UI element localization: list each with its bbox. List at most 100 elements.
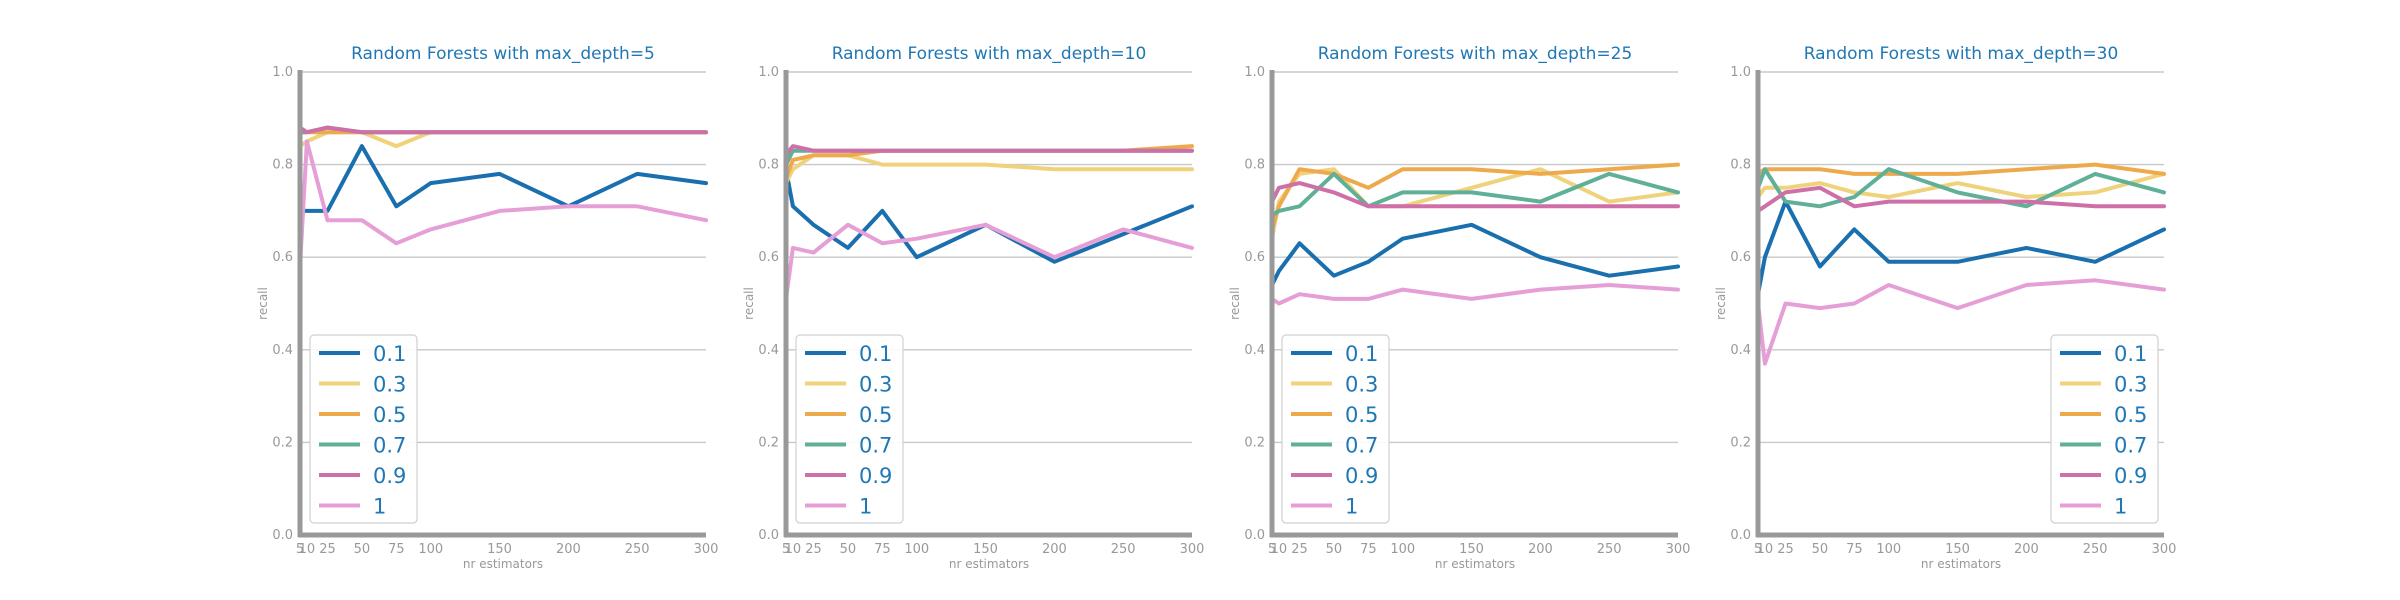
x-tick-label: 5 [782, 542, 790, 557]
y-tick-label: 0.4 [1730, 343, 1751, 358]
legend: 0.1 0.3 0.5 0.7 0.9 1 [309, 334, 418, 524]
x-tick-label: 150 [1945, 542, 1970, 557]
y-tick-label: 0.2 [758, 435, 779, 450]
y-tick-label: 1.0 [1244, 65, 1265, 80]
legend-label: 0.1 [373, 342, 406, 366]
x-tick-label: 100 [904, 542, 929, 557]
legend-label: 0.7 [373, 434, 406, 458]
y-axis-label: recall [256, 287, 270, 320]
x-tick-label: 50 [1812, 542, 1829, 557]
legend: 0.1 0.3 0.5 0.7 0.9 1 [2050, 334, 2159, 524]
y-tick-label: 0.0 [1244, 528, 1265, 543]
chart-panel-4: Random Forests with max_depth=30 0.0 0.2 0.… [1714, 44, 2176, 571]
x-tick-label: 25 [319, 542, 336, 557]
y-tick-label: 0.2 [1244, 435, 1265, 450]
x-tick-label: 10 [1271, 542, 1288, 557]
y-tick-label: 0.8 [1244, 158, 1265, 173]
y-tick-label: 0.2 [1730, 435, 1751, 450]
legend-label: 0.5 [2114, 403, 2147, 427]
x-axis-label: nr estimators [949, 557, 1029, 571]
legend-label: 0.5 [373, 403, 406, 427]
x-tick-label: 150 [1459, 542, 1484, 557]
legend-label: 0.3 [2114, 373, 2147, 397]
x-tick-label: 300 [2152, 542, 2177, 557]
x-tick-label: 100 [1390, 542, 1415, 557]
x-axis-label: nr estimators [463, 557, 543, 571]
x-tick-label: 250 [1597, 542, 1622, 557]
x-tick-label: 100 [418, 542, 443, 557]
y-tick-label: 0.0 [758, 528, 779, 543]
y-tick-label: 0.6 [1244, 250, 1265, 265]
series-line-0-5 [1756, 162, 2166, 176]
x-tick-label: 200 [556, 542, 581, 557]
series-line-0-9 [1756, 185, 2166, 213]
legend-label: 0.7 [2114, 434, 2147, 458]
y-axis-label: recall [1714, 287, 1728, 320]
y-tick-label: 1.0 [272, 65, 293, 80]
series-line-1 [1756, 278, 2166, 366]
series-line-0-3 [298, 130, 708, 149]
chart-title: Random Forests with max_depth=10 [832, 44, 1147, 64]
y-tick-label: 0.4 [758, 343, 779, 358]
x-tick-label: 75 [1846, 542, 1863, 557]
x-tick-label: 50 [354, 542, 371, 557]
x-tick-label: 5 [1754, 542, 1762, 557]
legend-label: 0.9 [373, 464, 406, 488]
y-tick-label: 0.4 [1244, 343, 1265, 358]
series-line-0-1 [1270, 222, 1680, 287]
y-axis-label: recall [742, 287, 756, 320]
x-tick-label: 150 [973, 542, 998, 557]
series-line-0-5 [1270, 162, 1680, 232]
series-line-0-1 [298, 144, 708, 213]
y-tick-label: 0.0 [272, 528, 293, 543]
x-tick-label: 25 [805, 542, 822, 557]
series-line-0-3 [784, 153, 1194, 186]
x-axis-label: nr estimators [1921, 557, 2001, 571]
series-line-0-9 [298, 125, 708, 135]
y-tick-label: 0.6 [758, 250, 779, 265]
y-tick-label: 1.0 [758, 65, 779, 80]
chart-title: Random Forests with max_depth=5 [351, 44, 655, 64]
x-tick-label: 200 [2014, 542, 2039, 557]
y-tick-label: 0.8 [758, 158, 779, 173]
chart-title: Random Forests with max_depth=25 [1318, 44, 1633, 64]
legend-label: 0.1 [859, 342, 892, 366]
chart-panel-3: Random Forests with max_depth=25 0.0 0.2 0.… [1228, 44, 1690, 571]
chart-title: Random Forests with max_depth=30 [1804, 44, 2119, 64]
x-tick-label: 10 [785, 542, 802, 557]
legend-label: 0.9 [859, 464, 892, 488]
series-line-0-7 [1756, 167, 2166, 209]
x-tick-label: 25 [1777, 542, 1794, 557]
series-line-1 [298, 139, 708, 269]
legend-label: 1 [373, 495, 386, 519]
y-tick-label: 1.0 [1730, 65, 1751, 80]
x-tick-label: 10 [1757, 542, 1774, 557]
y-axis-label: recall [1228, 287, 1242, 320]
y-tick-label: 0.8 [1730, 158, 1751, 173]
x-tick-label: 75 [1360, 542, 1377, 557]
x-tick-label: 100 [1876, 542, 1901, 557]
x-tick-label: 50 [840, 542, 857, 557]
x-tick-label: 300 [1666, 542, 1691, 557]
series-line-0-7 [1270, 171, 1680, 218]
x-tick-label: 75 [874, 542, 891, 557]
series-line-0-1 [1756, 199, 2166, 297]
x-tick-label: 50 [1326, 542, 1343, 557]
legend-label: 0.9 [2114, 464, 2147, 488]
legend: 0.1 0.3 0.5 0.7 0.9 1 [795, 334, 904, 524]
legend-label: 0.9 [1345, 464, 1378, 488]
x-tick-label: 150 [487, 542, 512, 557]
y-tick-label: 0.2 [272, 435, 293, 450]
x-axis-label: nr estimators [1435, 557, 1515, 571]
y-tick-label: 0.6 [272, 250, 293, 265]
y-tick-label: 0.6 [1730, 250, 1751, 265]
x-tick-label: 75 [388, 542, 405, 557]
x-tick-label: 5 [1268, 542, 1276, 557]
x-tick-label: 200 [1042, 542, 1067, 557]
legend-label: 0.1 [1345, 342, 1378, 366]
x-tick-label: 250 [2083, 542, 2108, 557]
y-tick-label: 0.0 [1730, 528, 1751, 543]
x-tick-label: 10 [299, 542, 316, 557]
x-tick-label: 250 [1111, 542, 1136, 557]
